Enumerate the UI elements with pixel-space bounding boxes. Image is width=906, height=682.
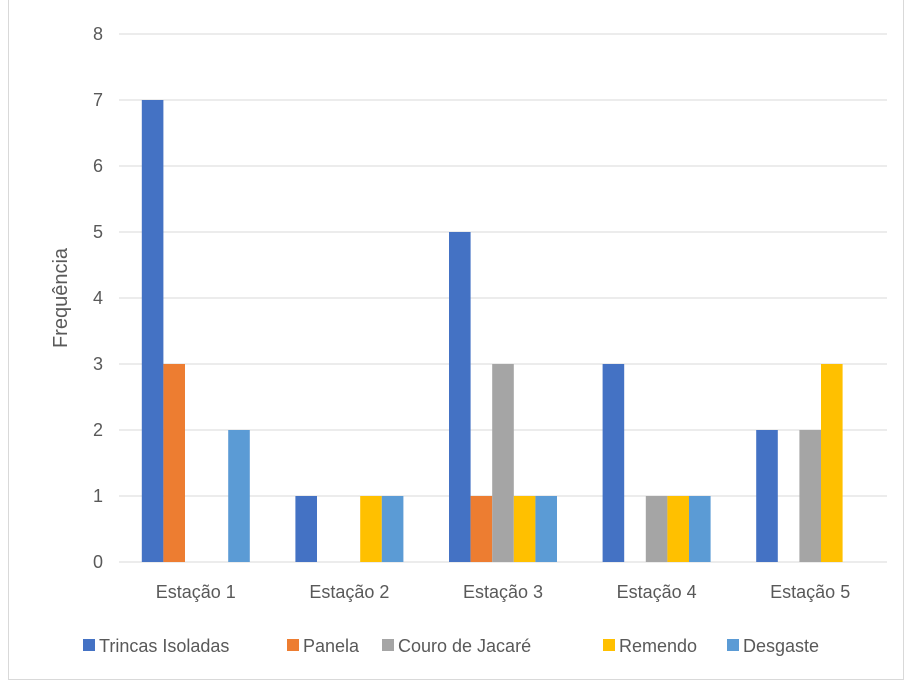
x-axis-ticks: Estação 1 Estação 2 Estação 3 Estação 4 Esta… [156,582,850,602]
legend-swatch [727,639,739,651]
bar-remendo-2 [360,496,382,562]
legend: Trincas Isoladas Panela Couro de Jacaré Rem… [83,636,819,656]
y-tick-label: 6 [93,156,103,176]
bar-trincas-isoladas-1 [141,100,164,562]
y-tick-label: 1 [93,486,103,506]
y-tick-label: 0 [93,552,103,572]
bar-desgaste-3 [535,496,557,562]
legend-label: Desgaste [743,636,819,656]
x-tick-label: Estação 3 [463,582,543,602]
bar-desgaste-2 [381,496,404,562]
legend-swatch [287,639,299,651]
y-tick-label: 2 [93,420,103,440]
bar-remendo-3 [513,496,536,562]
legend-label: Remendo [619,636,697,656]
y-tick-label: 4 [93,288,103,308]
bar-panela-3 [470,496,493,562]
x-tick-label: Estação 4 [617,582,697,602]
legend-label: Couro de Jacaré [398,636,531,656]
bar-desgaste-4 [689,496,711,562]
bar-trincas-isoladas-2 [295,496,317,562]
bar-couro-de-jacar--3 [492,364,514,562]
legend-label: Trincas Isoladas [99,636,229,656]
y-tick-label: 7 [93,90,103,110]
y-axis-title: Frequência [50,247,72,348]
bar-remendo-5 [821,364,843,562]
bars [141,100,843,562]
legend-swatch [83,639,95,651]
legend-swatch [603,639,615,651]
y-tick-label: 5 [93,222,103,242]
bar-trincas-isoladas-4 [602,364,625,562]
x-tick-label: Estação 2 [309,582,389,602]
bar-desgaste-1 [228,430,250,562]
legend-swatch [382,639,394,651]
y-tick-label: 8 [93,24,103,44]
x-tick-label: Estação 1 [156,582,236,602]
bar-trincas-isoladas-5 [756,430,778,562]
bar-couro-de-jacar--5 [799,430,821,562]
bar-panela-1 [163,364,185,562]
legend-label: Panela [303,636,360,656]
x-tick-label: Estação 5 [770,582,850,602]
bar-trincas-isoladas-3 [449,232,471,562]
y-axis-ticks: 0 1 2 3 4 5 6 7 8 [93,24,103,572]
y-tick-label: 3 [93,354,103,374]
bar-couro-de-jacar--4 [645,496,668,562]
bar-remendo-4 [667,496,689,562]
